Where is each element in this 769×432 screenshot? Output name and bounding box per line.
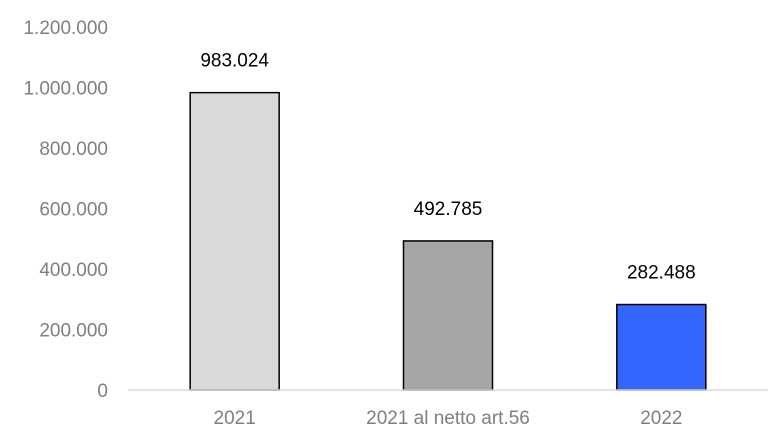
- x-axis: 2021 2021 al netto art.56 2022: [128, 389, 768, 429]
- data-label: 492.785: [414, 199, 483, 220]
- bar: [616, 303, 707, 391]
- y-tick-label: 1.000.000: [23, 79, 108, 100]
- y-tick-label: 400.000: [39, 260, 108, 281]
- data-label: 983.024: [200, 51, 269, 72]
- data-label: 282.488: [627, 263, 696, 284]
- y-tick-label: 800.000: [39, 139, 108, 160]
- bar: [402, 240, 494, 391]
- x-tick-label: 2021: [214, 408, 256, 427]
- y-tick-label: 0: [97, 381, 108, 402]
- bar: [189, 91, 280, 391]
- x-tick-label: 2022: [640, 408, 682, 427]
- bars: [189, 91, 707, 391]
- y-tick-label: 600.000: [39, 200, 108, 221]
- y-tick-label: 1.200.000: [23, 18, 108, 39]
- data-labels: 983.024 492.785 282.488: [200, 51, 695, 284]
- y-tick-label: 200.000: [39, 321, 108, 342]
- y-axis: 0 200.000 400.000 600.000 800.000 1.000.000 1.…: [23, 18, 108, 402]
- x-tick-label: 2021 al netto art.56: [366, 408, 530, 427]
